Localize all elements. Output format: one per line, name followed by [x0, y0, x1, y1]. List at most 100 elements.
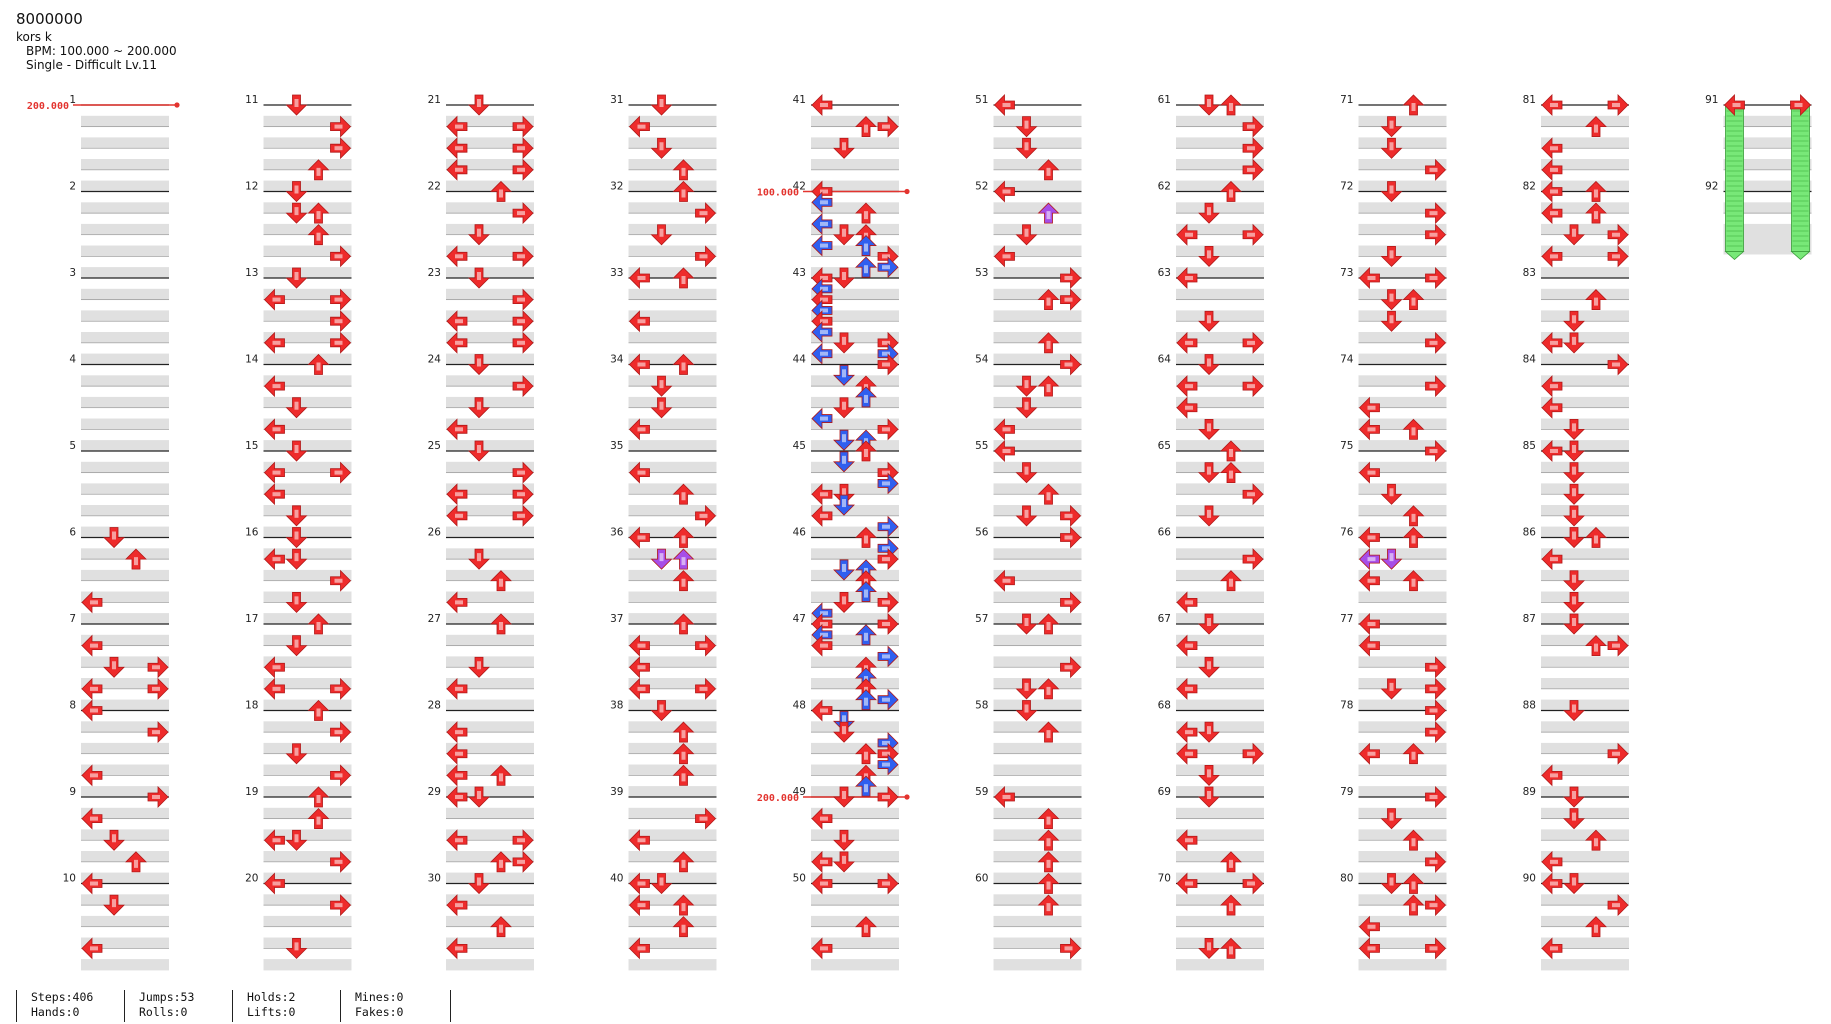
- note-arrow: [263, 461, 285, 484]
- beat-stripe: [263, 267, 352, 279]
- note-arrow-highlight: [1064, 600, 1073, 605]
- note-arrow-highlight: [1367, 276, 1376, 280]
- beat-stripe: [1176, 742, 1264, 755]
- note-arrow: [330, 850, 352, 873]
- note-arrow: [1425, 937, 1447, 960]
- note-arrow: [1242, 331, 1264, 354]
- note-arrow: [1425, 202, 1447, 225]
- beat-stripe: [811, 440, 899, 452]
- note-arrow-highlight: [477, 272, 481, 280]
- beat-stripe: [628, 310, 717, 322]
- beat-stripe: [81, 764, 169, 776]
- note-arrow: [1060, 656, 1082, 679]
- beat-stripe: [1358, 786, 1447, 798]
- beat-stripe: [446, 245, 534, 257]
- note-arrow-highlight: [1367, 405, 1376, 410]
- beat-stripe: [81, 851, 169, 863]
- note-arrow-highlight: [681, 578, 686, 587]
- note-arrow: [263, 483, 285, 506]
- note-arrow-highlight: [1185, 600, 1193, 605]
- note-arrow-highlight: [637, 276, 646, 280]
- note-arrow-highlight: [455, 946, 463, 951]
- beat-stripe: [628, 807, 717, 820]
- note-arrow: [1220, 937, 1242, 959]
- note-arrow-highlight: [1429, 795, 1438, 799]
- note-arrow: [1425, 223, 1447, 246]
- note-arrow: [1541, 137, 1563, 160]
- beat-stripe: [1176, 440, 1264, 452]
- note-arrow: [877, 115, 899, 138]
- note-arrow-highlight: [1229, 946, 1233, 955]
- note-arrow-highlight: [1367, 470, 1376, 475]
- note-arrow: [512, 310, 534, 333]
- note-arrow-highlight: [820, 859, 828, 864]
- note-arrow: [1198, 613, 1220, 635]
- note-arrow: [1402, 418, 1425, 440]
- note-arrow: [672, 894, 695, 916]
- note-arrow-highlight: [659, 877, 664, 886]
- note-arrow: [855, 202, 877, 224]
- note-arrow: [695, 504, 717, 527]
- note-arrow-highlight: [517, 124, 525, 129]
- beat-stripe: [1358, 764, 1447, 776]
- note-arrow-highlight: [1185, 751, 1193, 756]
- note-arrow-highlight: [455, 751, 463, 756]
- note-arrow: [512, 202, 534, 225]
- note-arrow-highlight: [294, 509, 299, 518]
- beat-stripe: [1541, 483, 1629, 495]
- beat-stripe: [1176, 310, 1264, 322]
- note-arrow-highlight: [1594, 124, 1598, 133]
- note-arrow-highlight: [1429, 946, 1438, 951]
- beat-stripe: [628, 288, 717, 301]
- note-arrow-highlight: [1002, 189, 1011, 194]
- beat-stripe: [263, 202, 352, 214]
- note-arrow-highlight: [294, 747, 299, 756]
- measure-number: 24: [428, 354, 442, 366]
- note-arrow: [446, 742, 468, 765]
- measure-number: 9: [69, 786, 76, 798]
- beat-stripe: [81, 332, 169, 344]
- note-arrow: [811, 937, 833, 960]
- stat-rolls: Rolls:0: [139, 1005, 188, 1019]
- note-arrow-highlight: [1024, 682, 1029, 691]
- beat-stripe: [628, 440, 717, 452]
- note-arrow-highlight: [699, 643, 708, 648]
- note-arrow: [285, 548, 308, 570]
- note-arrow-highlight: [455, 340, 463, 345]
- beat-stripe: [628, 332, 717, 344]
- note-arrow: [1015, 613, 1038, 635]
- note-arrow: [1037, 202, 1060, 224]
- beat-stripe: [1358, 223, 1447, 236]
- beat-stripe: [1358, 526, 1447, 538]
- beat-stripe: [446, 223, 534, 236]
- beat-stripe: [81, 872, 169, 884]
- beat-stripe: [993, 548, 1082, 560]
- note-arrow: [811, 699, 833, 722]
- beat-stripe: [81, 159, 169, 171]
- note-arrow-highlight: [152, 730, 160, 735]
- note-arrow: [877, 613, 899, 635]
- beat-stripe: [811, 375, 899, 387]
- note-arrow-highlight: [1185, 838, 1193, 843]
- note-arrow-highlight: [334, 340, 343, 345]
- note-arrow-highlight: [1572, 466, 1576, 475]
- note-arrow-highlight: [842, 715, 846, 724]
- note-arrow: [1176, 677, 1198, 700]
- note-arrow: [1176, 872, 1198, 895]
- note-arrow-highlight: [1064, 362, 1073, 367]
- note-arrow-highlight: [1572, 228, 1576, 237]
- beat-stripe: [1358, 461, 1447, 474]
- note-arrow-highlight: [1572, 704, 1576, 713]
- note-arrow: [307, 224, 330, 246]
- note-arrow-highlight: [1229, 903, 1233, 912]
- note-arrow-highlight: [455, 319, 463, 324]
- measure-number: 22: [428, 181, 441, 193]
- note-arrow: [1563, 786, 1585, 808]
- note-arrow: [1541, 548, 1563, 571]
- note-arrow: [1585, 202, 1607, 224]
- note-arrow-highlight: [1429, 708, 1438, 713]
- beat-stripe: [1358, 569, 1447, 582]
- measure-number: 37: [610, 613, 623, 625]
- note-arrow: [285, 527, 308, 549]
- beat-stripe: [628, 548, 717, 560]
